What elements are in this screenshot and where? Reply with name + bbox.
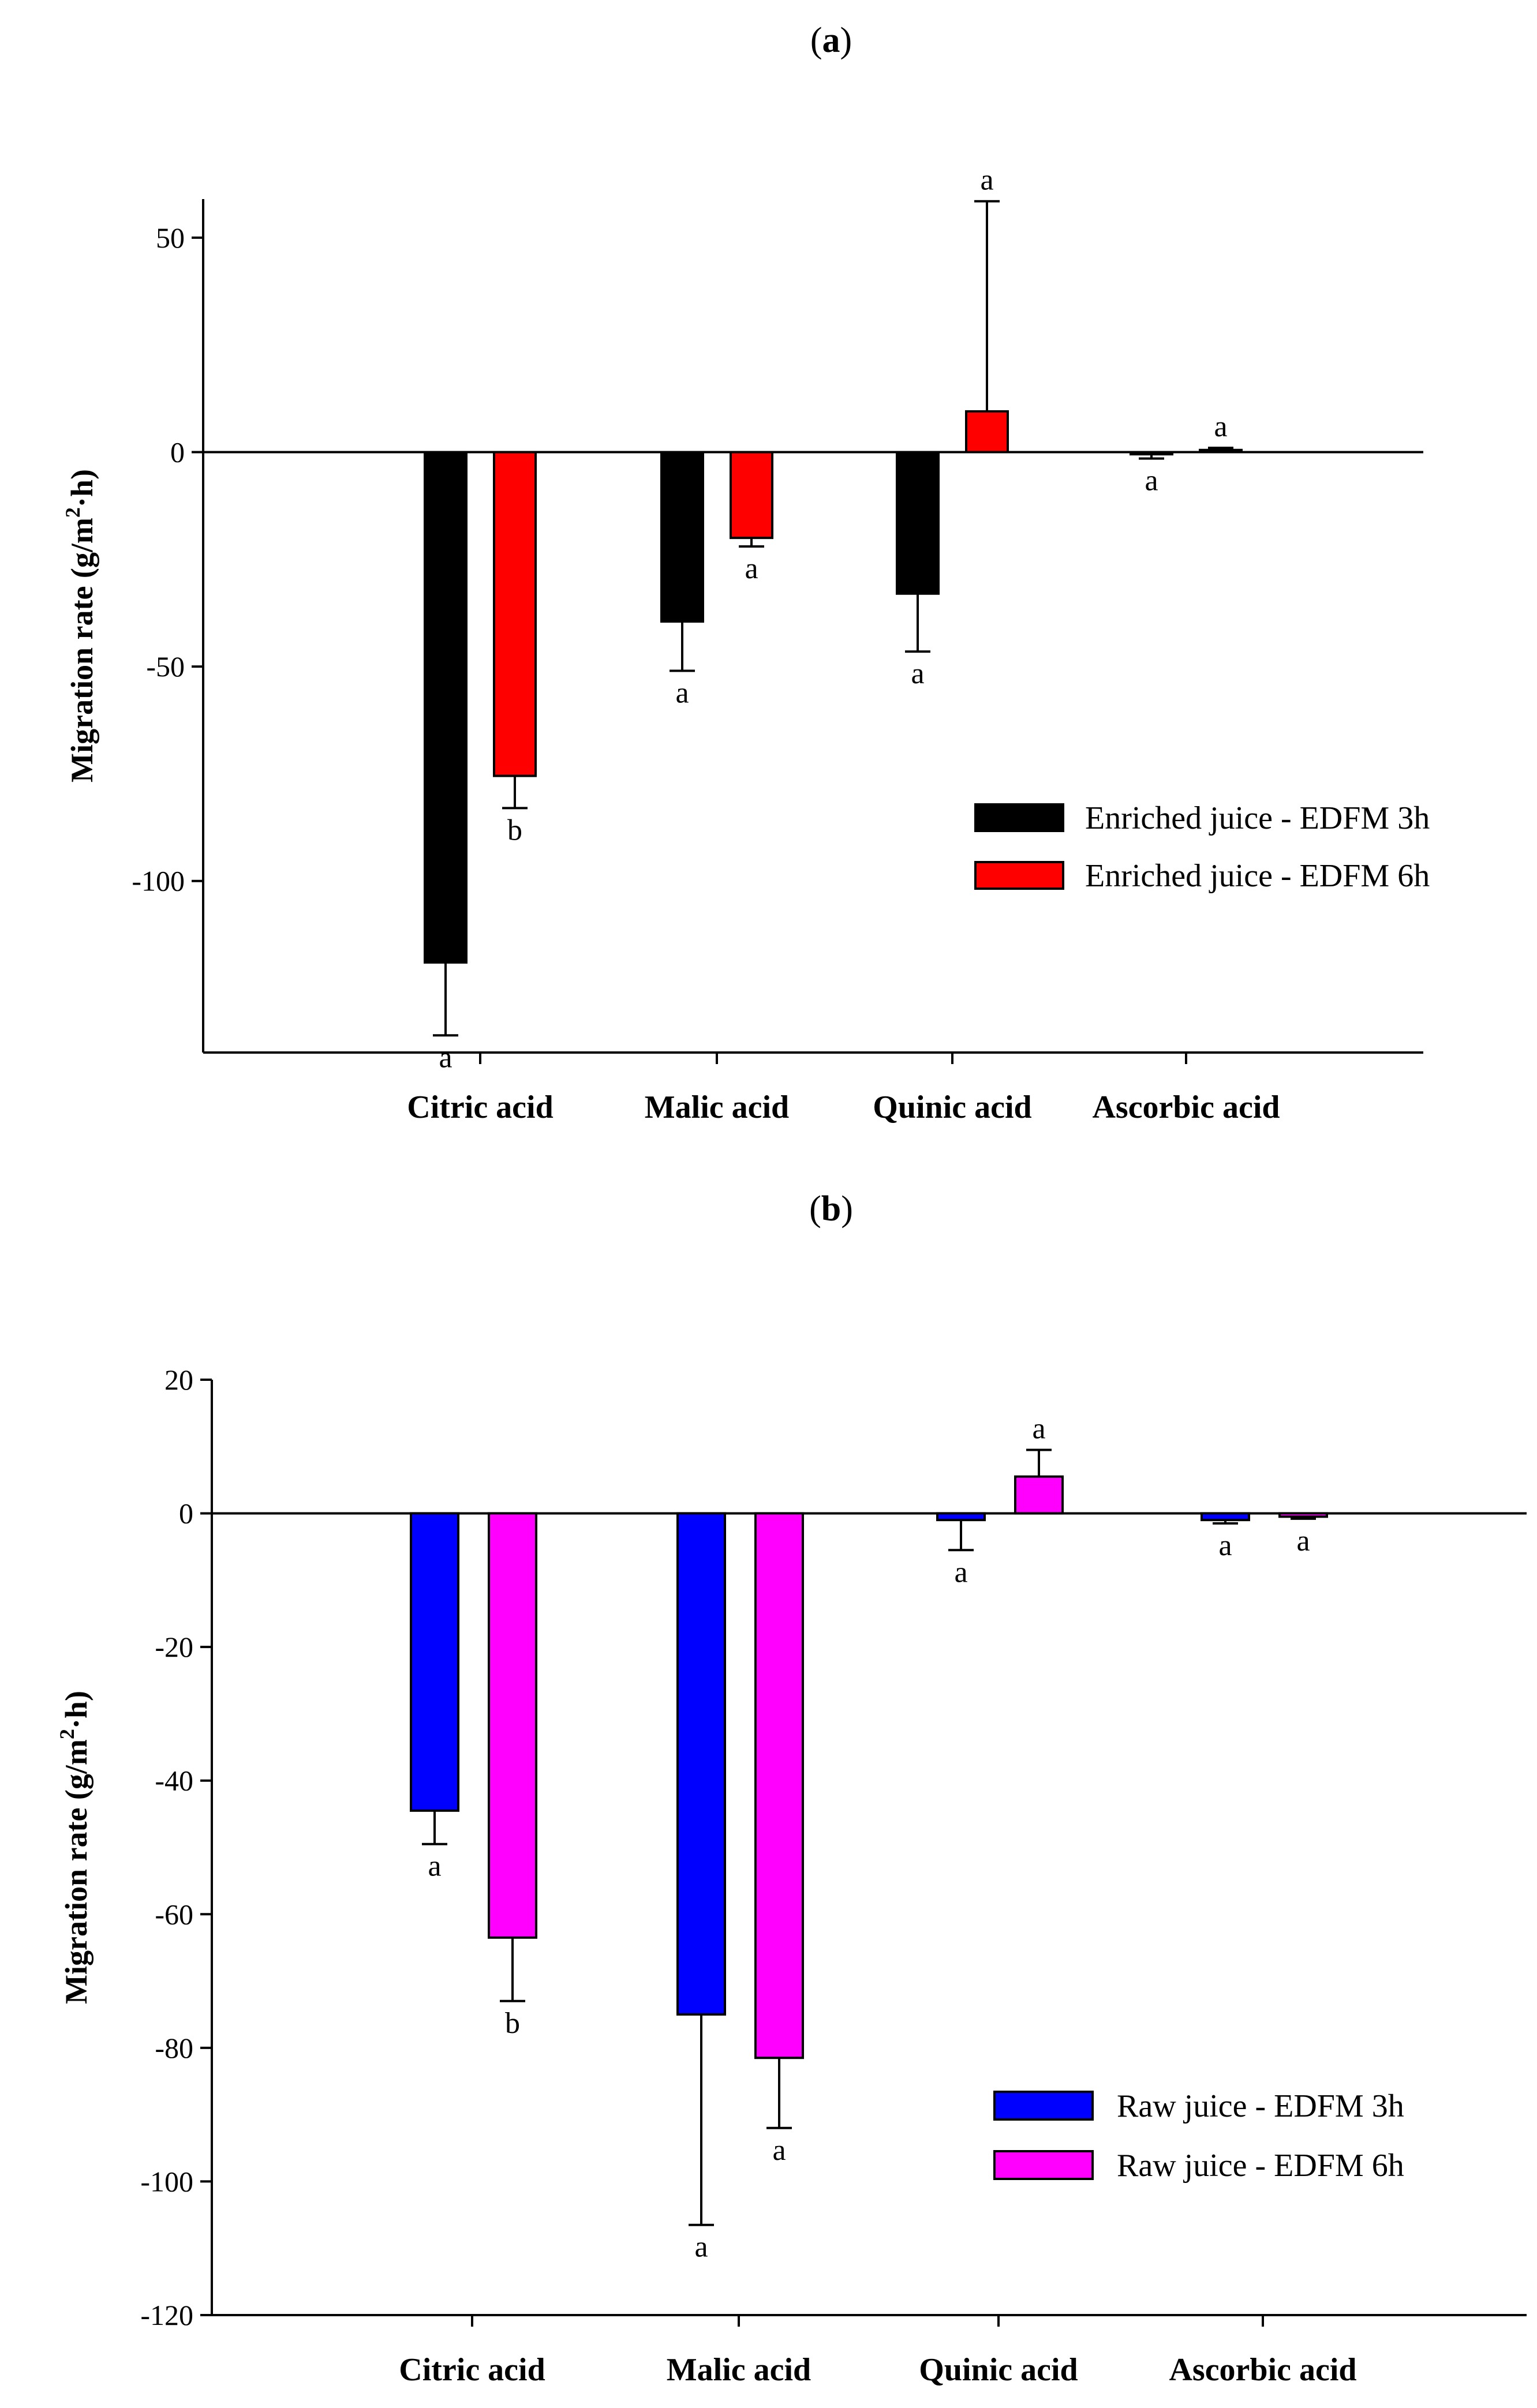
chart-b-ytick-label: -80 [155,2032,193,2064]
chart-b-bar-series0-malic-acid [676,1512,726,2016]
chart-b-category-label: Quinic acid [919,2352,1078,2388]
chart-a-significance-letter: b [507,814,522,847]
chart-b: 20 0 -20 -40 -60 -80 -100 -120 Citric acid Malic … [55,1364,1527,2388]
chart-a-bar-series1-ascorbic-acid [1199,448,1243,454]
chart-b-ytick-label: 0 [179,1497,193,1530]
chart-a-significance-letter: a [439,1041,452,1074]
chart-a-ytick-label: 0 [170,436,185,468]
chart-b-ytick-label: -20 [155,1631,193,1663]
chart-b-ylabel: Migration rate (g/m2·h) [55,1691,94,2004]
chart-a-legend-swatch-0 [974,803,1064,832]
chart-b-ytick-label: -60 [155,1898,193,1930]
chart-b-significance-letter: a [694,2231,708,2264]
chart-b-ytick-label: 20 [164,1364,193,1396]
chart-a-bar-series1-quinic-acid [965,410,1009,454]
chart-b-significance-letter: a [428,1850,441,1883]
chart-b-ytick-label: -40 [155,1765,193,1797]
chart-a-category-label: Malic acid [645,1089,789,1125]
chart-b-category-label: Malic acid [667,2352,811,2388]
chart-b-legend-label-1: Raw juice - EDFM 6h [1117,2148,1404,2184]
chart-b-category-label: Ascorbic acid [1169,2352,1356,2388]
chart-a-legend-swatch-1 [974,861,1064,890]
panel-label-a: (a) [810,21,852,60]
chart-a-significance-letter: a [980,164,993,197]
chart-a-bar-series0-malic-acid [660,451,704,623]
chart-b-bar-series0-ascorbic-acid [1201,1512,1250,1522]
chart-a-category-label: Quinic acid [873,1089,1031,1125]
chart-b-bar-series0-quinic-acid [936,1512,986,1522]
chart-a-bar-series0-ascorbic-acid [1130,451,1173,456]
chart-a-significance-letter: a [675,677,689,710]
chart-b-significance-letter: a [954,1556,967,1589]
chart-b-significance-letter: a [772,2134,786,2167]
chart-b-bar-series1-ascorbic-acid [1278,1512,1328,1518]
chart-b-category-label: Citric acid [399,2352,545,2388]
chart-a-category-label: Citric acid [407,1089,553,1125]
chart-b-bar-series0-citric-acid [410,1512,459,1812]
chart-a-bar-series1-malic-acid [730,451,773,540]
chart-a-ylabel: Migration rate (g/m2·h) [61,469,99,782]
chart-a-significance-letter: a [1145,465,1158,497]
chart-b-legend-label-0: Raw juice - EDFM 3h [1117,2088,1404,2124]
chart-a-ytick-label: 50 [156,222,185,254]
panel-letter-a: a [822,21,840,60]
chart-b-significance-letter: b [505,2007,520,2040]
chart-a-significance-letter: a [911,657,924,690]
chart-b-ytick-label: -120 [140,2299,193,2331]
chart-b-legend-swatch-0 [993,2091,1094,2121]
panel-label-b: (b) [809,1189,853,1229]
chart-b-bar-series1-quinic-acid [1014,1475,1064,1515]
chart-a: 50 0 -50 -100 Citric acid Malic acid Quinic ac… [61,164,1430,1125]
chart-a-legend-label-0: Enriched juice - EDFM 3h [1085,800,1430,836]
chart-a-ytick-label: -100 [132,865,185,897]
chart-b-significance-letter: a [1032,1413,1045,1445]
chart-a-significance-letter: a [1214,410,1227,443]
chart-b-significance-letter: a [1218,1529,1232,1562]
chart-b-ytick-label: -100 [140,2165,193,2197]
chart-a-bar-series1-citric-acid [493,451,537,777]
chart-a-ytick-label: -50 [146,650,185,683]
panel-letter-b: b [821,1189,841,1229]
chart-b-legend-swatch-1 [993,2150,1094,2180]
chart-a-bar-series0-quinic-acid [896,451,940,595]
chart-a-significance-letter: a [745,552,758,585]
chart-a-category-label: Ascorbic acid [1092,1089,1280,1125]
chart-a-legend-label-1: Enriched juice - EDFM 6h [1085,858,1430,894]
chart-a-bar-series0-citric-acid [424,451,468,964]
chart-b-bar-series1-citric-acid [488,1512,537,1939]
chart-b-bar-series1-malic-acid [754,1512,804,2059]
chart-b-significance-letter: a [1296,1525,1310,1557]
